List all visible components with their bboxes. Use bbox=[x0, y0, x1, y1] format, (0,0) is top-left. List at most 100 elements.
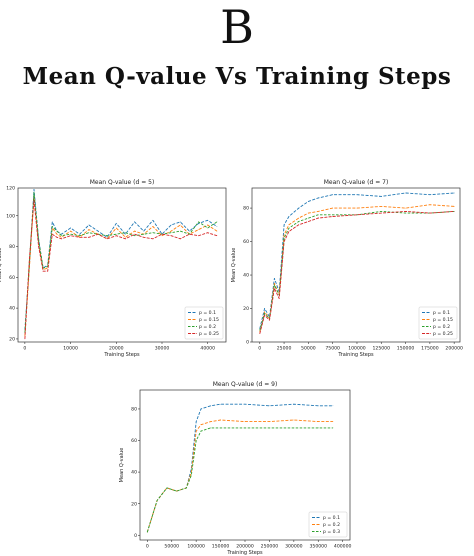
data-point bbox=[106, 235, 108, 237]
data-point bbox=[190, 468, 192, 470]
data-point bbox=[179, 221, 181, 223]
data-point bbox=[332, 216, 334, 217]
data-point bbox=[33, 189, 35, 190]
y-tick-label: 20 bbox=[9, 337, 15, 343]
legend-entry: p = 0.25 bbox=[199, 331, 219, 337]
series-line bbox=[24, 192, 218, 333]
data-point bbox=[216, 226, 218, 227]
series-line bbox=[146, 403, 333, 533]
y-tick-label: 40 bbox=[131, 470, 137, 476]
chart-title: Mean Q-value (d = 7) bbox=[324, 179, 389, 186]
data-point bbox=[125, 233, 126, 235]
data-point bbox=[453, 211, 455, 212]
data-point bbox=[293, 427, 295, 429]
x-tick-label: 100000 bbox=[348, 346, 366, 352]
data-point bbox=[134, 235, 135, 237]
data-point bbox=[269, 421, 270, 422]
data-point bbox=[269, 319, 270, 321]
data-point bbox=[115, 235, 117, 237]
x-tick-label: 20000 bbox=[109, 346, 124, 352]
legend-entry: p = 0.3 bbox=[323, 529, 340, 535]
data-point bbox=[29, 258, 30, 260]
legend-entry: p = 0.15 bbox=[199, 317, 219, 323]
data-point bbox=[143, 233, 145, 235]
data-point bbox=[288, 227, 290, 229]
data-point bbox=[317, 214, 319, 216]
data-point bbox=[380, 211, 382, 212]
data-point bbox=[70, 227, 71, 229]
data-point bbox=[97, 230, 99, 232]
data-point bbox=[47, 270, 49, 272]
y-tick-label: 0 bbox=[246, 340, 249, 346]
data-point bbox=[33, 199, 35, 201]
x-tick-label: 40000 bbox=[200, 346, 215, 352]
data-point bbox=[106, 238, 108, 240]
data-point bbox=[70, 235, 71, 237]
chart-title: Mean Q-value (d = 5) bbox=[90, 179, 155, 186]
data-point bbox=[198, 221, 199, 223]
data-point bbox=[195, 430, 197, 432]
data-point bbox=[152, 226, 154, 227]
legend-entry: p = 0.1 bbox=[199, 310, 216, 316]
series-line bbox=[146, 419, 333, 533]
data-point bbox=[274, 284, 275, 286]
data-point bbox=[125, 238, 126, 240]
y-tick-label: 60 bbox=[9, 275, 15, 281]
data-point bbox=[186, 487, 187, 489]
chart-title: Mean Q-value (d = 9) bbox=[213, 381, 278, 388]
data-point bbox=[170, 224, 172, 226]
data-point bbox=[298, 224, 300, 226]
data-point bbox=[61, 238, 62, 240]
data-point bbox=[332, 214, 334, 216]
data-point bbox=[47, 267, 49, 269]
x-tick-label: 75000 bbox=[325, 346, 340, 352]
data-point bbox=[198, 223, 199, 224]
y-tick-label: 100 bbox=[6, 213, 15, 219]
data-point bbox=[210, 405, 212, 407]
data-point bbox=[161, 233, 163, 235]
data-point bbox=[88, 236, 90, 238]
data-point bbox=[134, 233, 135, 235]
x-tick-label: 50000 bbox=[301, 346, 316, 352]
data-point bbox=[317, 405, 319, 407]
data-point bbox=[156, 500, 158, 501]
data-point bbox=[244, 421, 246, 422]
data-point bbox=[380, 206, 382, 207]
data-point bbox=[195, 421, 197, 422]
x-tick-label: 0 bbox=[23, 346, 26, 352]
x-tick-label: 300000 bbox=[285, 544, 303, 550]
x-tick-label: 200000 bbox=[236, 544, 254, 550]
y-axis-label: Mean Q-value bbox=[231, 248, 237, 283]
y-tick-label-top: 120 bbox=[6, 186, 15, 192]
data-point bbox=[189, 233, 190, 235]
data-point bbox=[317, 217, 319, 219]
y-tick-label: 40 bbox=[9, 306, 15, 312]
legend-entry: p = 0.1 bbox=[433, 310, 450, 316]
data-point bbox=[283, 234, 285, 236]
data-point bbox=[380, 212, 382, 214]
data-point bbox=[308, 201, 309, 202]
data-point bbox=[244, 403, 246, 405]
data-point bbox=[152, 238, 154, 240]
data-point bbox=[200, 408, 202, 410]
data-point bbox=[61, 236, 62, 238]
data-point bbox=[200, 430, 202, 432]
data-point bbox=[97, 233, 99, 235]
data-point bbox=[308, 221, 309, 222]
data-point bbox=[79, 233, 81, 235]
data-point bbox=[356, 207, 358, 209]
data-point bbox=[356, 214, 358, 216]
data-point bbox=[317, 197, 319, 199]
data-point bbox=[143, 236, 145, 238]
series-line bbox=[146, 427, 333, 533]
y-axis-label: Mean Q-value bbox=[119, 448, 125, 483]
data-point bbox=[56, 230, 58, 232]
data-point bbox=[79, 236, 81, 238]
data-point bbox=[308, 217, 309, 219]
data-point bbox=[283, 237, 285, 239]
plot-frame bbox=[17, 187, 227, 343]
y-tick-label: 40 bbox=[243, 273, 249, 279]
data-point bbox=[152, 219, 154, 221]
data-point bbox=[106, 236, 108, 238]
data-point bbox=[298, 217, 300, 219]
